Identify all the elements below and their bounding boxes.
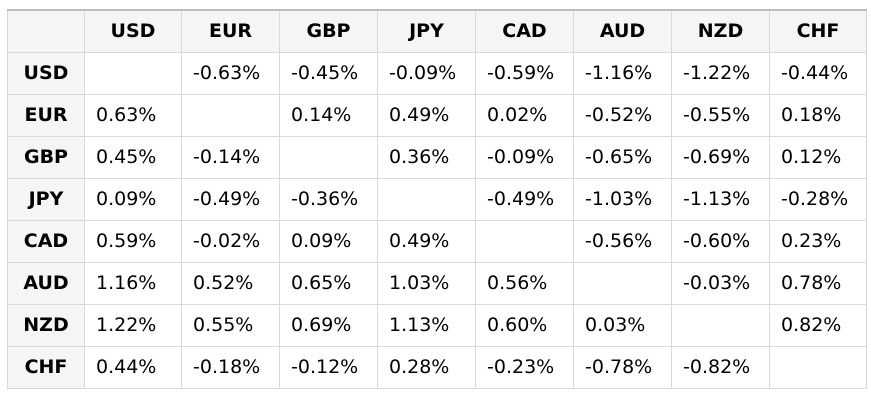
table-row: GBP 0.45% -0.14% 0.36% -0.09% -0.65% -0.… (7, 135, 867, 179)
row-header-nzd: NZD (7, 303, 85, 347)
table-cell: -0.09% (377, 51, 476, 95)
row-header-aud: AUD (7, 261, 85, 305)
row-header-chf: CHF (7, 345, 85, 389)
row-header-eur: EUR (7, 93, 85, 137)
table-cell: 0.14% (279, 93, 378, 137)
table-cell (181, 93, 280, 137)
table-cell (377, 177, 476, 221)
table-row: EUR 0.63% 0.14% 0.49% 0.02% -0.52% -0.55… (7, 93, 867, 137)
table-cell: -0.56% (573, 219, 672, 263)
table-cell: -0.18% (181, 345, 280, 389)
table-cell: 0.02% (475, 93, 574, 137)
table-row: USD -0.63% -0.45% -0.09% -0.59% -1.16% -… (7, 51, 867, 95)
table-cell: 0.78% (769, 261, 867, 305)
table-cell: 0.45% (84, 135, 182, 179)
table-cell: 1.13% (377, 303, 476, 347)
table-row: NZD 1.22% 0.55% 0.69% 1.13% 0.60% 0.03% … (7, 303, 867, 347)
table-row: CHF 0.44% -0.18% -0.12% 0.28% -0.23% -0.… (7, 345, 867, 389)
table-cell: 0.56% (475, 261, 574, 305)
table-cell: 0.82% (769, 303, 867, 347)
table-cell: 0.18% (769, 93, 867, 137)
table-cell: 0.55% (181, 303, 280, 347)
table-cell (475, 219, 574, 263)
table-cell (769, 345, 867, 389)
table-cell: 0.59% (84, 219, 182, 263)
table-row: JPY 0.09% -0.49% -0.36% -0.49% -1.03% -1… (7, 177, 867, 221)
currency-heatmap-container: USD EUR GBP JPY CAD AUD NZD CHF USD -0.6… (7, 9, 867, 389)
column-header-gbp: GBP (279, 9, 378, 53)
table-cell: 1.22% (84, 303, 182, 347)
table-cell: -0.23% (475, 345, 574, 389)
table-cell: -0.63% (181, 51, 280, 95)
column-header-cad: CAD (475, 9, 574, 53)
table-cell: -0.59% (475, 51, 574, 95)
table-cell: -0.49% (181, 177, 280, 221)
table-cell: 0.36% (377, 135, 476, 179)
table-cell: 0.03% (573, 303, 672, 347)
table-cell: 0.49% (377, 219, 476, 263)
table-cell: -0.02% (181, 219, 280, 263)
table-cell: -0.69% (671, 135, 770, 179)
column-header-aud: AUD (573, 9, 672, 53)
column-header-jpy: JPY (377, 9, 476, 53)
table-cell: -0.78% (573, 345, 672, 389)
column-header-eur: EUR (181, 9, 280, 53)
table-cell: -1.13% (671, 177, 770, 221)
table-cell: 0.09% (279, 219, 378, 263)
table-cell: 1.16% (84, 261, 182, 305)
table-cell: -0.12% (279, 345, 378, 389)
table-cell: -0.55% (671, 93, 770, 137)
table-cell (573, 261, 672, 305)
table-cell: -0.52% (573, 93, 672, 137)
table-cell: 0.65% (279, 261, 378, 305)
row-header-jpy: JPY (7, 177, 85, 221)
table-row: CAD 0.59% -0.02% 0.09% 0.49% -0.56% -0.6… (7, 219, 867, 263)
table-cell: -0.14% (181, 135, 280, 179)
table-cell: 0.09% (84, 177, 182, 221)
row-header-cad: CAD (7, 219, 85, 263)
row-header-gbp: GBP (7, 135, 85, 179)
table-cell: -0.60% (671, 219, 770, 263)
column-header-nzd: NZD (671, 9, 770, 53)
row-header-usd: USD (7, 51, 85, 95)
column-header-usd: USD (84, 9, 182, 53)
table-cell (671, 303, 770, 347)
table-cell: -0.09% (475, 135, 574, 179)
column-header-chf: CHF (769, 9, 867, 53)
header-row: USD EUR GBP JPY CAD AUD NZD CHF (7, 9, 867, 53)
table-cell: 1.03% (377, 261, 476, 305)
corner-cell (7, 9, 85, 53)
table-cell: -1.22% (671, 51, 770, 95)
table-cell (84, 51, 182, 95)
table-cell: 0.52% (181, 261, 280, 305)
table-cell: -0.82% (671, 345, 770, 389)
table-cell: 0.49% (377, 93, 476, 137)
table-cell: -1.16% (573, 51, 672, 95)
table-cell (279, 135, 378, 179)
table-cell: -0.44% (769, 51, 867, 95)
table-cell: -1.03% (573, 177, 672, 221)
currency-heatmap-table: USD EUR GBP JPY CAD AUD NZD CHF USD -0.6… (7, 9, 867, 389)
table-cell: -0.45% (279, 51, 378, 95)
table-cell: -0.36% (279, 177, 378, 221)
table-row: AUD 1.16% 0.52% 0.65% 1.03% 0.56% -0.03%… (7, 261, 867, 305)
table-cell: -0.49% (475, 177, 574, 221)
table-cell: -0.28% (769, 177, 867, 221)
table-cell: 0.60% (475, 303, 574, 347)
table-cell: 0.12% (769, 135, 867, 179)
table-cell: 0.44% (84, 345, 182, 389)
table-cell: -0.03% (671, 261, 770, 305)
table-cell: -0.65% (573, 135, 672, 179)
table-cell: 0.28% (377, 345, 476, 389)
table-cell: 0.23% (769, 219, 867, 263)
table-cell: 0.63% (84, 93, 182, 137)
table-cell: 0.69% (279, 303, 378, 347)
